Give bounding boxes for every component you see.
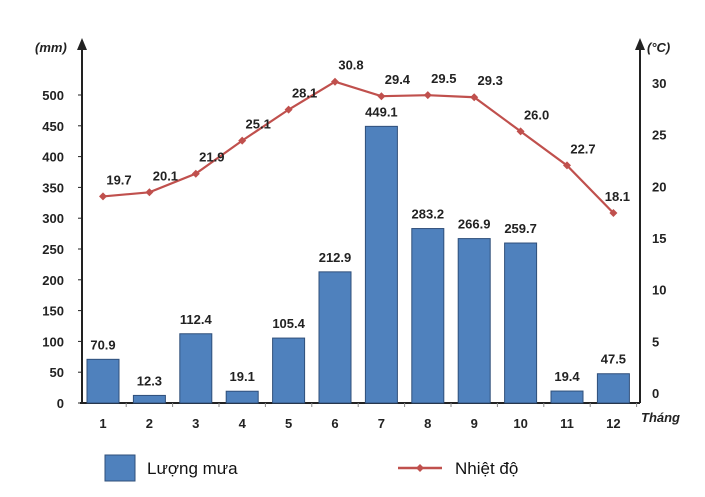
bar-value-label: 112.4 [180,312,213,327]
temperature-point [145,188,154,197]
y-right-tick-label: 15 [652,231,666,246]
bar-rainfall [318,271,352,404]
x-tick-label: 9 [471,416,478,431]
temperature-point [609,208,618,217]
y-left-tick-label: 100 [42,334,64,349]
bar-value-label: 19.4 [554,369,580,384]
temperature-value-label: 29.3 [478,73,503,88]
temperature-value-label: 19.7 [106,172,131,187]
temperature-value-label: 25.1 [246,117,271,132]
x-tick-label: 6 [331,416,338,431]
bar-rainfall [179,333,213,404]
y-left-tick-label: 500 [42,88,64,103]
y-left-tick-label: 0 [57,396,64,411]
temperature-point [284,105,293,114]
legend-swatch-rainfall [104,454,136,482]
temperature-value-label: 30.8 [338,58,363,73]
temperature-value-label: 18.1 [605,189,630,204]
y-right-tick-label: 20 [652,179,666,194]
bar-value-label: 283.2 [412,207,445,222]
temperature-point [470,93,479,102]
x-axis-label: Tháng [641,410,680,425]
temperature-value-label: 21.9 [199,150,224,165]
bar-rainfall [132,394,166,404]
temperature-value-label: 26.0 [524,107,549,122]
temperature-value-label: 22.7 [570,141,595,156]
bar-value-label: 105.4 [272,316,305,331]
x-tick-label: 5 [285,416,292,431]
y-left-tick-label: 350 [42,180,64,195]
bar-rainfall [550,390,584,404]
temperature-point [238,136,247,145]
left-axis-unit: (mm) [35,40,67,55]
bar-value-label: 12.3 [137,373,162,388]
right-axis-unit: (°C) [647,40,670,55]
bar-value-label: 19.1 [230,369,255,384]
bar-value-label: 70.9 [90,337,115,352]
temperature-value-label: 28.1 [292,86,317,101]
bar-value-label: 212.9 [319,250,352,265]
x-tick-label: 8 [424,416,431,431]
temperature-value-label: 29.5 [431,71,456,86]
bar-value-label: 266.9 [458,217,491,232]
x-tick-label: 12 [606,416,620,431]
temperature-value-label: 29.4 [385,72,411,87]
legend-label-temperature: Nhiệt độ [455,459,518,478]
temperature-point [423,91,432,100]
x-tick-label: 1 [99,416,106,431]
bar-rainfall [504,242,538,404]
right-axis-arrow [635,38,645,50]
x-tick-label: 3 [192,416,199,431]
bar-rainfall [272,337,306,404]
bar-value-label: 47.5 [601,352,626,367]
bar-rainfall [364,125,398,404]
bar-value-label: 259.7 [504,221,537,236]
y-left-tick-label: 450 [42,119,64,134]
axes: (mm) (°C) Tháng [35,38,680,425]
bar-rainfall [457,238,491,404]
temperature-line [102,80,615,214]
temperature-value-label: 20.1 [153,168,178,183]
legend: Lượng mưa Nhiệt độ [104,454,518,482]
y-left-tick-label: 400 [42,150,64,165]
left-axis-arrow [77,38,87,50]
x-tick-label: 4 [239,416,247,431]
y-left-tick-label: 300 [42,211,64,226]
legend-marker-temperature [416,464,424,472]
bar-rainfall [86,358,120,404]
y-right-tick-label: 0 [652,386,659,401]
y-left-tick-label: 150 [42,304,64,319]
y-left-tick-label: 200 [42,273,64,288]
legend-label-rainfall: Lượng mưa [147,459,238,478]
temperature-point [377,92,386,101]
temperature-point [331,77,339,86]
x-tick-label: 11 [560,416,574,431]
y-right-tick-label: 10 [652,283,666,298]
y-left-tick-label: 250 [42,242,64,257]
y-left-tick-label: 50 [50,365,64,380]
temperature-point [563,161,571,170]
y-right-tick-label: 30 [652,76,666,91]
bar-rainfall [411,228,445,404]
temperature-point [99,192,107,201]
temperature-point [516,127,525,136]
bar-rainfall [596,373,630,404]
x-tick-label: 10 [513,416,527,431]
y-right-tick-label: 25 [652,128,666,143]
bar-value-label: 449.1 [365,104,398,119]
bar-rainfall [225,390,259,404]
x-tick-label: 2 [146,416,153,431]
y-right-tick-label: 5 [652,334,659,349]
temperature-point [191,169,200,178]
x-tick-label: 7 [378,416,385,431]
